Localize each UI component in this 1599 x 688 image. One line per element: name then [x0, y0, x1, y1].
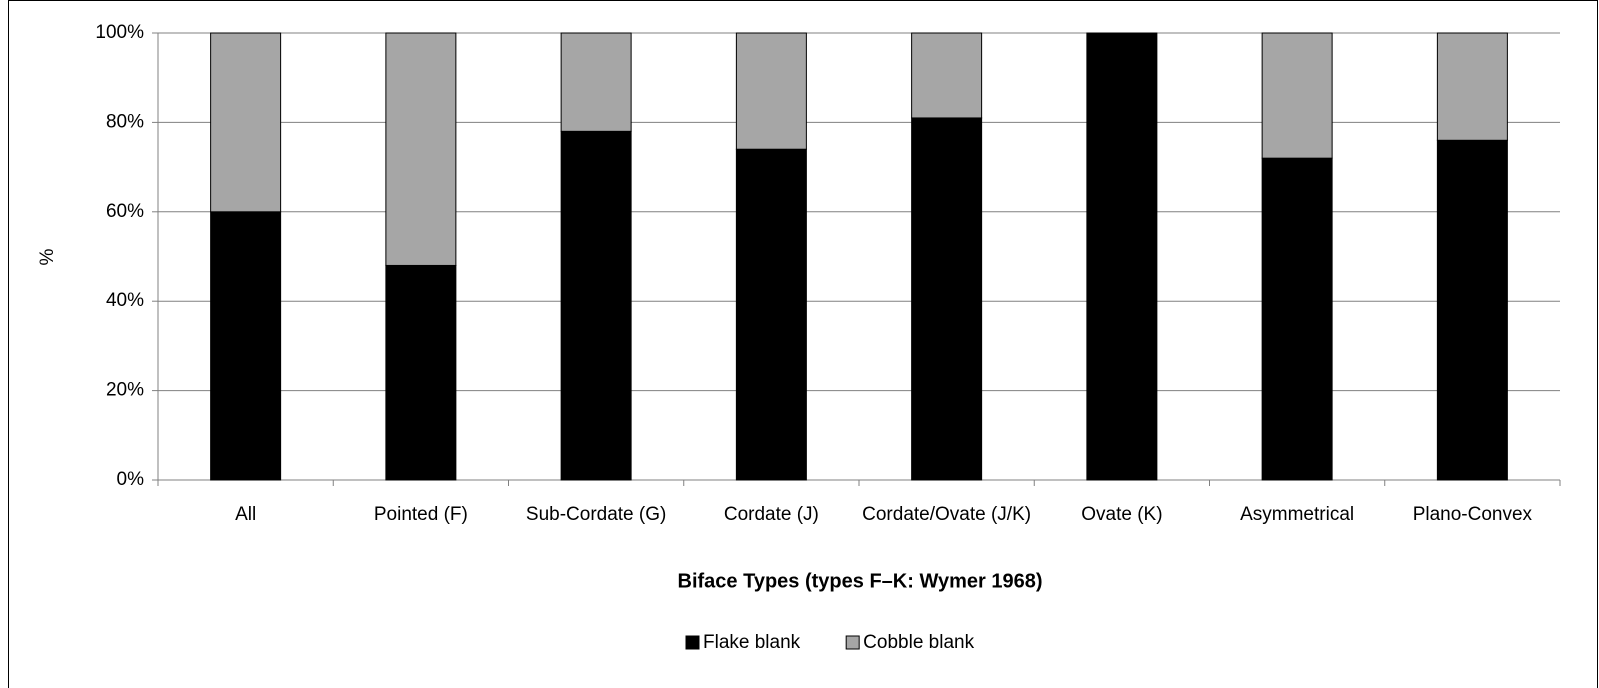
x-tick-label: Cordate/Ovate (J/K): [862, 504, 1032, 525]
bar-segment: [385, 264, 457, 481]
legend-label: Flake blank: [703, 632, 801, 653]
bar-segment: [1086, 32, 1158, 481]
legend-swatch: [685, 635, 700, 650]
y-tick-label: 0%: [117, 469, 145, 490]
y-axis-title: %: [37, 248, 58, 265]
x-tick-label: Plano-Convex: [1412, 504, 1533, 525]
x-tick-label: Asymmetrical: [1240, 504, 1355, 525]
bar-segment: [560, 32, 632, 132]
bar-segment: [1261, 157, 1333, 481]
x-tick-label: All: [235, 504, 257, 525]
y-tick-label: 60%: [106, 201, 144, 222]
bar-segment: [735, 32, 807, 150]
bar-segment: [210, 211, 282, 481]
y-tick-label: 100%: [95, 22, 144, 43]
bar-segment: [911, 32, 983, 119]
y-tick-label: 20%: [106, 380, 144, 401]
chart-border: [8, 0, 1598, 688]
x-axis-title: Biface Types (types F–K: Wymer 1968): [678, 570, 1043, 592]
bar-segment: [911, 117, 983, 481]
bar-segment: [1436, 139, 1508, 481]
x-tick-label: Pointed (F): [373, 504, 468, 525]
x-tick-label: Ovate (K): [1081, 504, 1163, 525]
y-tick-label: 80%: [106, 111, 144, 132]
bar-segment: [385, 32, 457, 266]
x-tick-label: Sub-Cordate (G): [525, 504, 667, 525]
bar-segment: [1261, 32, 1333, 159]
bar-segment: [1436, 32, 1508, 141]
bar-segment: [560, 130, 632, 481]
x-tick-label: Cordate (J): [723, 504, 819, 525]
bar-segment: [735, 148, 807, 481]
legend-swatch: [845, 635, 860, 650]
y-tick-label: 40%: [106, 290, 144, 311]
bar-segment: [210, 32, 282, 213]
legend-label: Cobble blank: [863, 632, 974, 653]
